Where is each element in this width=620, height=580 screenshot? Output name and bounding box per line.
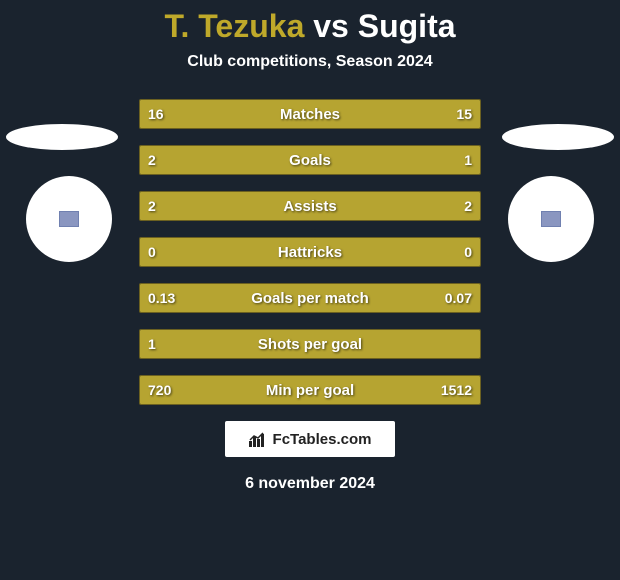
bar-fill-left [140,146,367,174]
player2-name: Sugita [358,8,456,44]
date-text: 6 november 2024 [0,475,620,493]
player2-photo [502,124,614,150]
player1-name: T. Tezuka [164,8,304,44]
branding-badge: FcTables.com [225,421,395,457]
bar-fill-left [140,330,480,358]
bar-fill-right [310,192,480,220]
chart-icon [249,431,267,447]
stat-bar: 1615Matches [139,99,481,129]
bar-fill-right [250,376,480,404]
page-title: T. Tezuka vs Sugita [0,8,620,45]
stat-bar: 0.130.07Goals per match [139,283,481,313]
bar-fill-left [140,238,310,266]
bar-fill-right [367,146,480,174]
bar-fill-left [140,100,315,128]
subtitle: Club competitions, Season 2024 [0,53,620,71]
bar-fill-left [140,284,361,312]
bar-fill-right [315,100,480,128]
player1-club-logo [26,176,112,262]
bar-fill-right [310,238,480,266]
stat-bar: 1Shots per goal [139,329,481,359]
bar-fill-left [140,192,310,220]
stat-bar: 7201512Min per goal [139,375,481,405]
vs-text: vs [313,8,349,44]
club-logo-placeholder-icon [541,211,561,227]
bar-fill-left [140,376,250,404]
stat-bar: 22Assists [139,191,481,221]
branding-text: FcTables.com [273,431,372,448]
player2-club-logo [508,176,594,262]
comparison-card: T. Tezuka vs Sugita Club competitions, S… [0,0,620,580]
stat-bars: 1615Matches 21Goals 22Assists 00Hattricks 0.… [139,99,481,405]
stat-bar: 21Goals [139,145,481,175]
player1-photo [6,124,118,150]
club-logo-placeholder-icon [59,211,79,227]
stat-bar: 00Hattricks [139,237,481,267]
bar-fill-right [361,284,480,312]
